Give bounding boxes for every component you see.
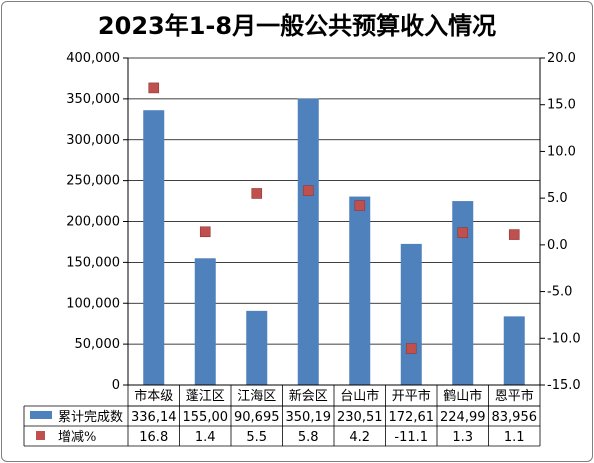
- bar: [400, 243, 422, 385]
- chart-title: 2023年1-8月一般公共预算收入情况: [97, 12, 497, 40]
- legend-label: 增减%: [58, 430, 96, 445]
- table-cell: -11.1: [394, 430, 428, 445]
- bar: [194, 258, 216, 385]
- left-tick-label: 350,000: [66, 92, 120, 107]
- scatter-point: [148, 82, 160, 94]
- bar-series: [143, 98, 525, 386]
- right-tick-label: 0.0: [547, 238, 568, 253]
- left-tick-label: 400,000: [66, 51, 120, 66]
- right-tick-label: -10.0: [547, 331, 581, 346]
- scatter-point: [354, 200, 366, 211]
- left-tick-label: 150,000: [66, 255, 120, 270]
- left-tick-label: 300,000: [66, 133, 120, 148]
- left-tick-label: 200,000: [66, 215, 120, 230]
- table-cell: 5.8: [298, 430, 319, 445]
- left-tick-label: 50,000: [75, 337, 121, 352]
- right-tick-label: -5.0: [547, 285, 572, 300]
- table-cell: 336,14: [131, 410, 177, 425]
- bar: [297, 98, 319, 386]
- table-cell: 16.8: [139, 430, 168, 445]
- right-tick-label: 10.0: [547, 144, 576, 159]
- category-label: 台山市: [340, 388, 379, 404]
- table-cell: 1.3: [452, 430, 473, 445]
- scatter-point: [302, 185, 314, 196]
- category-label: 开平市: [392, 388, 431, 404]
- table-cell: 172,61: [389, 410, 435, 425]
- category-label: 新会区: [289, 388, 328, 404]
- category-label: 蓬江区: [186, 389, 225, 404]
- category-label: 市本级: [134, 388, 173, 404]
- table-cell: 155,00: [183, 410, 229, 425]
- right-tick-label: -15.0: [547, 378, 581, 393]
- table-cell: 350,19: [286, 410, 332, 425]
- bar: [143, 110, 165, 385]
- table-cell: 224,99: [440, 410, 486, 425]
- right-tick-label: 15.0: [547, 98, 576, 113]
- table-cell: 5.5: [246, 430, 267, 445]
- table-cell: 83,956: [492, 410, 538, 425]
- legend-key-point: [36, 431, 45, 440]
- scatter-point: [508, 229, 520, 240]
- legend-key-bar: [30, 411, 52, 419]
- table-cell: 1.4: [195, 430, 216, 445]
- right-axis-ticks: -15.0 -10.0 -5.0 0.0 5.0 10.0 15.0 20.0: [540, 51, 581, 393]
- bar: [452, 201, 474, 385]
- left-axis-ticks: 0 50,000 100,000 150,000 200,000 250,000 300,0…: [66, 51, 128, 393]
- right-tick-label: 20.0: [547, 51, 576, 66]
- scatter-series: [148, 82, 520, 354]
- bar: [503, 316, 525, 385]
- right-tick-label: 5.0: [547, 191, 568, 206]
- scatter-point: [457, 227, 469, 239]
- table-cell: 90,695: [234, 410, 280, 425]
- bar: [349, 196, 371, 385]
- left-tick-label: 0: [112, 378, 120, 393]
- gridlines: [128, 57, 540, 345]
- left-tick-label: 250,000: [66, 174, 120, 189]
- legend-label: 累计完成数: [58, 410, 123, 425]
- left-tick-label: 100,000: [66, 296, 120, 311]
- table-cell: 230,51: [337, 410, 383, 425]
- scatter-point: [251, 188, 263, 199]
- bar: [246, 310, 268, 385]
- category-label: 鹤山市: [443, 388, 482, 404]
- table-cell: 1.1: [504, 430, 525, 445]
- category-label: 江海区: [237, 389, 276, 404]
- scatter-point: [199, 226, 211, 238]
- table-cell: 4.2: [349, 430, 370, 445]
- scatter-point: [405, 343, 417, 354]
- category-label: 恩平市: [495, 388, 534, 404]
